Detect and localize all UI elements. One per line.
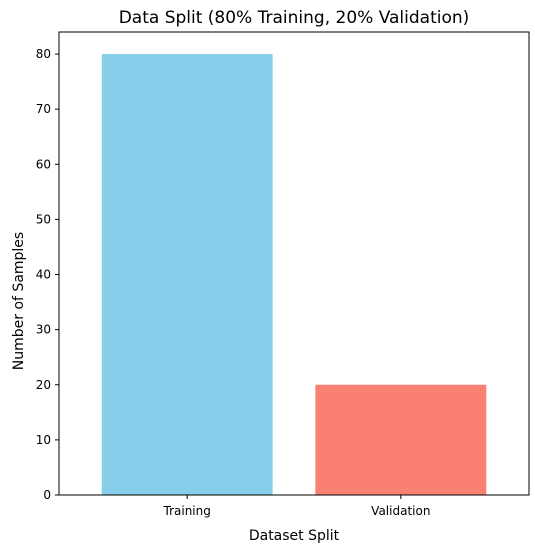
y-tick-label: 20 xyxy=(36,378,51,392)
y-axis: 0 10 20 30 40 50 60 70 80 xyxy=(36,47,59,502)
x-axis-label: Dataset Split xyxy=(249,528,340,544)
chart-title: Data Split (80% Training, 20% Validation… xyxy=(119,8,470,28)
y-tick-label: 10 xyxy=(36,433,51,447)
plot-frame xyxy=(58,31,530,496)
y-tick-label: 80 xyxy=(36,47,51,61)
x-tick-label: Training xyxy=(163,504,211,518)
x-tick-label: Validation xyxy=(371,504,430,518)
y-tick-label: 0 xyxy=(43,488,51,502)
y-axis-label: Number of Samples xyxy=(11,232,27,370)
y-tick-label: 50 xyxy=(36,212,51,226)
y-tick-label: 70 xyxy=(36,102,51,116)
y-tick-label: 60 xyxy=(36,157,51,171)
bar-training xyxy=(101,54,273,496)
bars-layer xyxy=(101,54,487,496)
y-tick-label: 30 xyxy=(36,323,51,337)
x-axis: Training Validation xyxy=(163,495,430,518)
bar-validation xyxy=(315,384,487,495)
y-tick-label: 40 xyxy=(36,268,51,282)
